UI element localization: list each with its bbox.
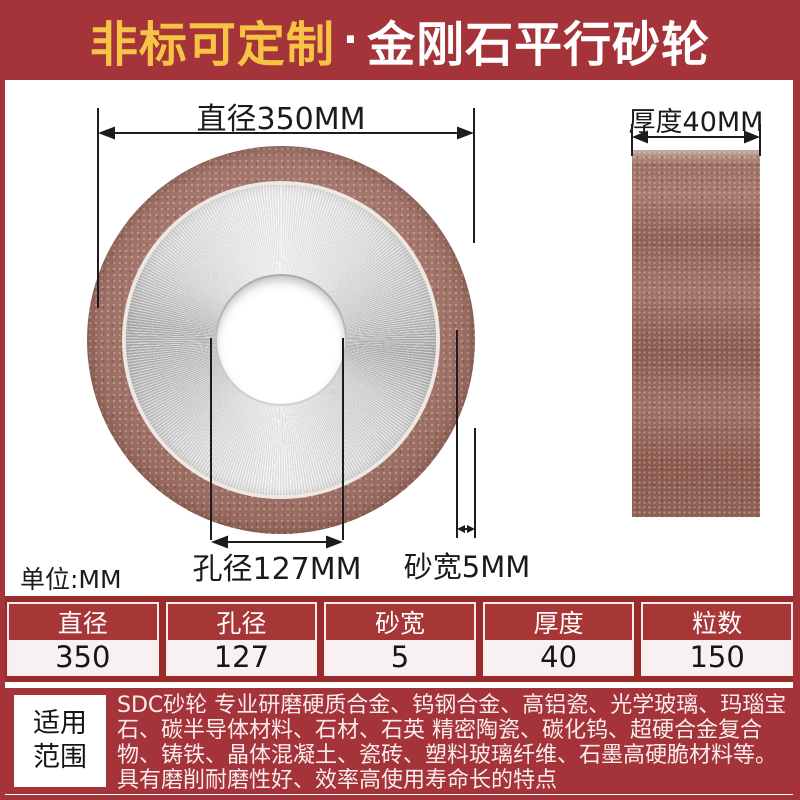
- spec-header: 厚度: [484, 604, 633, 640]
- spec-column-hole: 孔径 127: [165, 602, 318, 676]
- spec-column-grit: 粒数 150: [641, 602, 793, 676]
- banner: 非标可定制 · 金刚石平行砂轮: [0, 0, 800, 80]
- unit-label: 单位:MM: [20, 565, 122, 594]
- scope-label-cell: 适用 范围: [14, 695, 106, 787]
- spec-column-diameter: 直径 350: [7, 602, 159, 676]
- scope-description: SDC砂轮 专业研磨硬质合金、钨钢合金、高铝瓷、光学玻璃、玛瑙宝石、碳半导体材料…: [117, 693, 787, 768]
- banner-highlight-text: 非标可定制: [89, 17, 335, 73]
- spec-header: 粒数: [643, 604, 791, 640]
- scope-label-line2: 范围: [33, 742, 87, 773]
- wheel-side-view: [632, 150, 760, 517]
- spec-header: 砂宽: [326, 604, 474, 640]
- wheel-front-view: [87, 146, 475, 534]
- scope-label-line1: 适用: [33, 708, 87, 739]
- spec-table: 直径 350 孔径 127 砂宽 5 厚度 40 粒数 150: [0, 596, 800, 682]
- application-scope-section: 适用 范围 SDC砂轮 专业研磨硬质合金、钨钢合金、高铝瓷、光学玻璃、玛瑙宝石、…: [0, 688, 800, 794]
- left-red-border: [0, 80, 5, 800]
- banner-title-text: 金刚石平行砂轮: [367, 17, 711, 73]
- spec-column-sand-width: 砂宽 5: [324, 602, 476, 676]
- spec-value: 350: [9, 640, 157, 674]
- sand-width-label: 砂宽5MM: [403, 550, 531, 584]
- spec-value: 150: [643, 640, 791, 674]
- scope-feature: 具有磨削耐磨性好、效率高使用寿命长的特点: [117, 768, 558, 793]
- spec-header: 直径: [9, 604, 157, 640]
- product-illustration: 直径350MM 厚度40MM 孔径127MM 砂宽5MM 单位:MM: [5, 80, 793, 596]
- diameter-label: 直径350MM: [196, 102, 366, 137]
- spec-header: 孔径: [167, 604, 316, 640]
- wheel-center-hole: [215, 274, 347, 406]
- banner-separator-dot: ·: [342, 17, 360, 63]
- thickness-label: 厚度40MM: [628, 107, 764, 138]
- scope-description-block: SDC砂轮 专业研磨硬质合金、钨钢合金、高铝瓷、光学玻璃、玛瑙宝石、碳半导体材料…: [117, 693, 788, 793]
- spec-value: 127: [167, 640, 316, 674]
- hole-diameter-label: 孔径127MM: [192, 552, 362, 587]
- bottom-red-border: [0, 795, 800, 800]
- spec-column-thickness: 厚度 40: [482, 602, 635, 676]
- spec-value: 5: [326, 640, 474, 674]
- right-red-border: [793, 80, 800, 800]
- spec-value: 40: [484, 640, 633, 674]
